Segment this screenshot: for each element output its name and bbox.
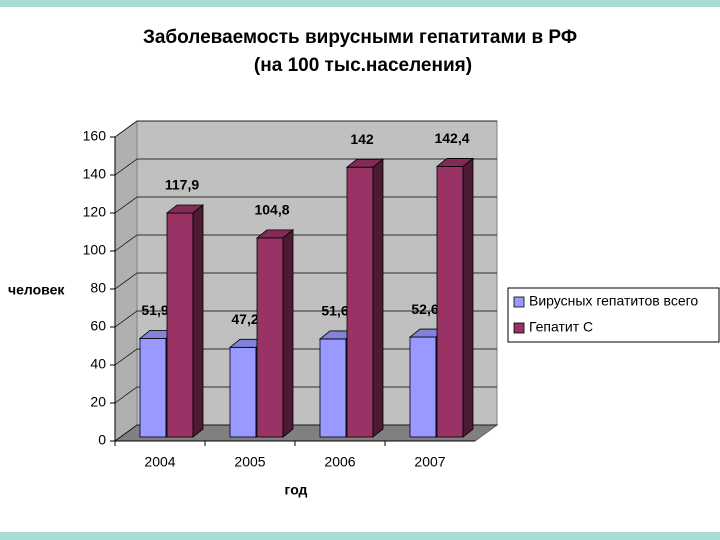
data-label: 51,9 (141, 302, 168, 318)
y-tick-label: 20 (90, 394, 106, 410)
y-tick-label: 0 (98, 432, 106, 448)
bar-front (436, 166, 464, 438)
chart-title: Заболеваемость вирусными гепатитами в РФ (143, 27, 577, 48)
data-label: 142,4 (434, 130, 469, 146)
bar-front (256, 237, 284, 438)
side-grid-line (114, 158, 138, 176)
side-grid-line (114, 120, 138, 138)
data-label: 52,6 (411, 301, 438, 317)
bar-front (139, 337, 167, 438)
bar (435, 157, 475, 438)
data-label: 104,8 (254, 202, 289, 218)
bar-front (319, 338, 347, 438)
legend-label: Вирусных гепатитов всего (529, 293, 698, 309)
x-tick-label: 2007 (414, 454, 445, 470)
x-tick-label: 2006 (324, 454, 355, 470)
data-label: 47,2 (231, 311, 258, 327)
y-tick-label: 120 (83, 204, 107, 220)
side-grid-line (114, 234, 138, 252)
bar-front (346, 166, 374, 438)
side-grid-line (114, 272, 138, 290)
bottom-band (0, 532, 720, 540)
side-grid-line (114, 386, 138, 404)
legend-box (507, 287, 720, 343)
y-tick-label: 80 (90, 280, 106, 296)
data-label: 51,6 (321, 303, 348, 319)
y-tick-label: 140 (83, 166, 107, 182)
y-tick-label: 40 (90, 356, 106, 372)
chart-subtitle: (на 100 тыс.населения) (254, 55, 472, 76)
bar-front (409, 336, 437, 438)
bar (165, 204, 205, 438)
legend-swatch (513, 296, 525, 308)
data-label: 142 (350, 131, 374, 147)
y-axis-label: человек (8, 282, 65, 298)
bar-side (372, 158, 384, 438)
x-tick-label: 2005 (234, 454, 265, 470)
side-grid-line (114, 424, 138, 442)
bar-side (462, 157, 474, 438)
bar (345, 158, 385, 438)
side-grid-line (114, 196, 138, 214)
y-tick-label: 160 (83, 128, 107, 144)
side-grid-line (114, 310, 138, 328)
bar-side (282, 229, 294, 438)
x-axis-label: год (285, 482, 308, 498)
bar (255, 229, 295, 438)
y-tick-label: 60 (90, 318, 106, 334)
legend-label: Гепатит С (529, 319, 593, 335)
bar-front (229, 346, 257, 438)
x-tick-label: 2004 (144, 454, 175, 470)
legend-swatch (513, 322, 525, 334)
bar-side (192, 204, 204, 438)
side-grid-line (114, 348, 138, 366)
top-band (0, 0, 720, 7)
data-label: 117,9 (165, 177, 199, 193)
bar-front (166, 212, 194, 438)
y-tick-label: 100 (83, 242, 107, 258)
